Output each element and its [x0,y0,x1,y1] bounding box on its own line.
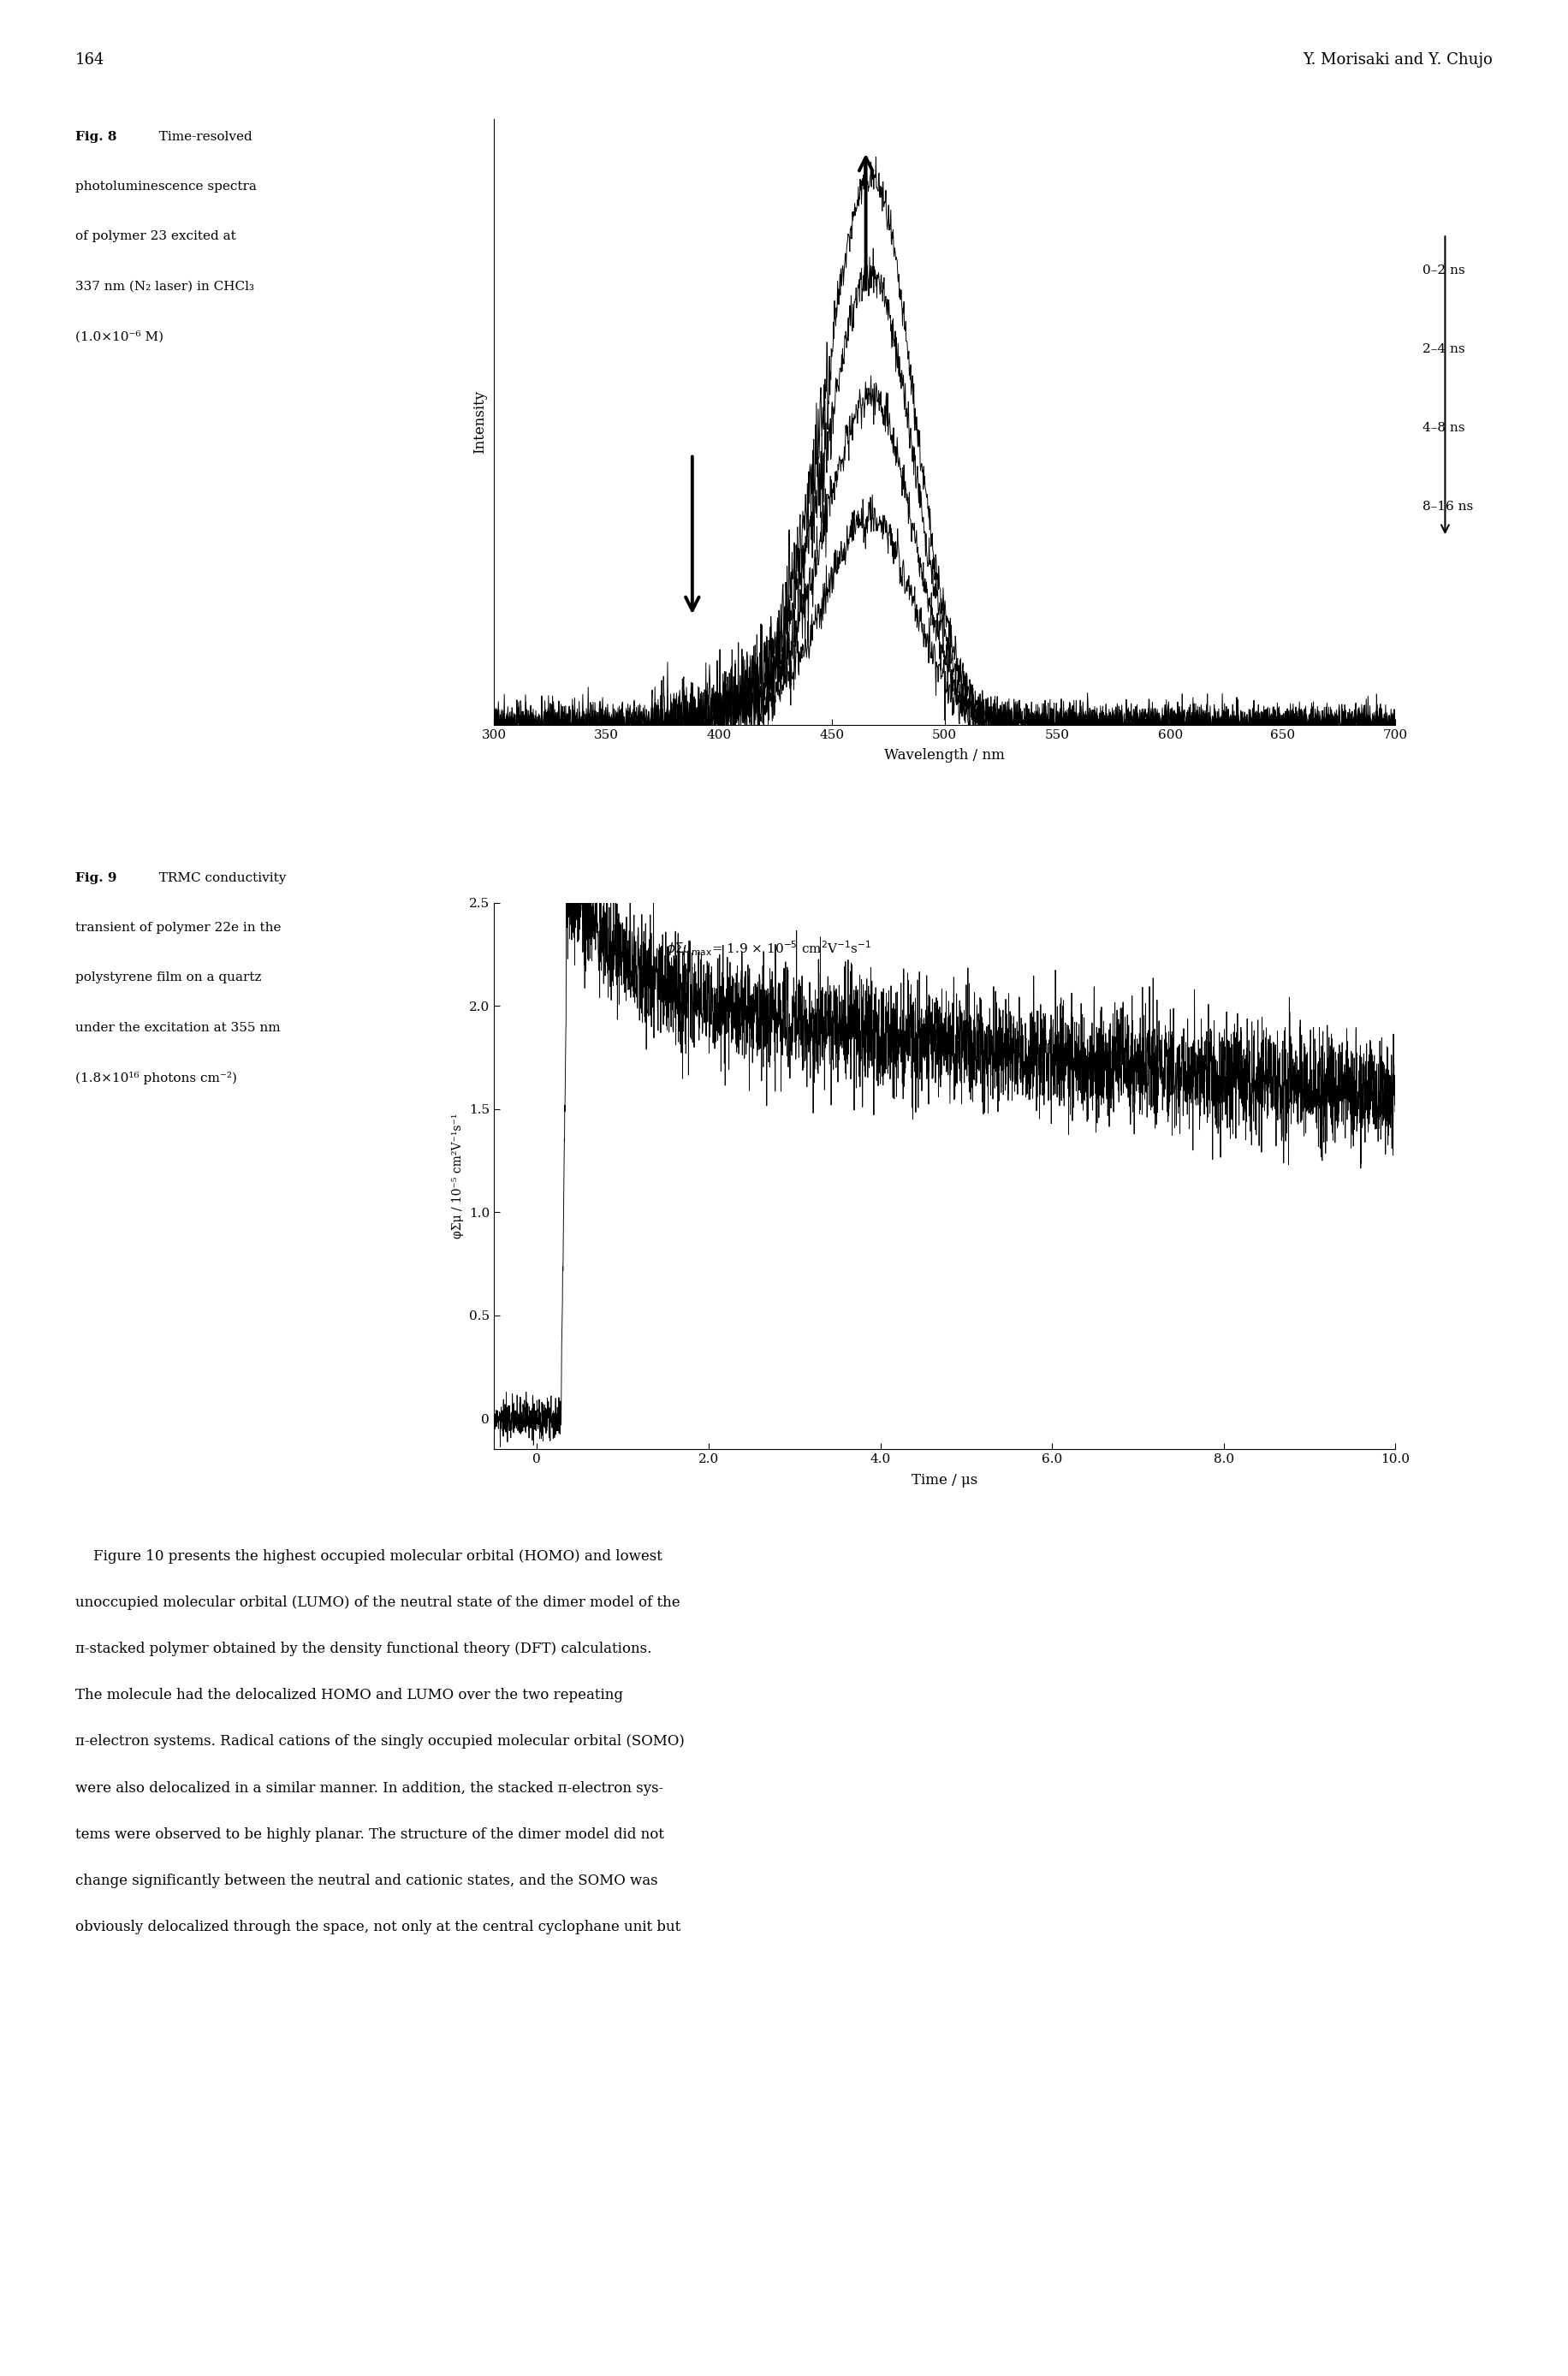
Text: unoccupied molecular orbital (LUMO) of the neutral state of the dimer model of t: unoccupied molecular orbital (LUMO) of t… [75,1597,681,1611]
Text: 337 nm (N₂ laser) in CHCl₃: 337 nm (N₂ laser) in CHCl₃ [75,280,254,292]
Text: obviously delocalized through the space, not only at the central cyclophane unit: obviously delocalized through the space,… [75,1920,681,1934]
X-axis label: Wavelength / nm: Wavelength / nm [884,748,1005,763]
Text: tems were observed to be highly planar. The structure of the dimer model did not: tems were observed to be highly planar. … [75,1827,665,1841]
Text: Fig. 9: Fig. 9 [75,872,116,884]
Text: 8–16 ns: 8–16 ns [1422,501,1474,513]
Text: Time-resolved: Time-resolved [151,131,252,143]
Text: The molecule had the delocalized HOMO and LUMO over the two repeating: The molecule had the delocalized HOMO an… [75,1687,622,1704]
Text: 4–8 ns: 4–8 ns [1422,423,1465,435]
Text: (1.0×10⁻⁶ M): (1.0×10⁻⁶ M) [75,330,163,342]
Text: of polymer 23 excited at: of polymer 23 excited at [75,230,235,242]
X-axis label: Time / μs: Time / μs [911,1473,978,1487]
Text: Figure 10 presents the highest occupied molecular orbital (HOMO) and lowest: Figure 10 presents the highest occupied … [75,1549,662,1563]
Text: under the excitation at 355 nm: under the excitation at 355 nm [75,1022,281,1034]
Text: $\phi\Sigma\mu_{\rm max}$= 1.9 × 10$^{-5}$ cm$^{2}$V$^{-1}$s$^{-1}$: $\phi\Sigma\mu_{\rm max}$= 1.9 × 10$^{-5… [666,939,872,958]
Text: change significantly between the neutral and cationic states, and the SOMO was: change significantly between the neutral… [75,1872,659,1889]
Text: Y. Morisaki and Y. Chujo: Y. Morisaki and Y. Chujo [1303,52,1493,67]
Text: (1.8×10¹⁶ photons cm⁻²): (1.8×10¹⁶ photons cm⁻²) [75,1072,237,1083]
Text: polystyrene film on a quartz: polystyrene film on a quartz [75,972,262,984]
Text: π-stacked polymer obtained by the density functional theory (DFT) calculations.: π-stacked polymer obtained by the densit… [75,1642,652,1656]
Text: transient of polymer 22e in the: transient of polymer 22e in the [75,922,281,934]
Text: were also delocalized in a similar manner. In addition, the stacked π-electron s: were also delocalized in a similar manne… [75,1782,663,1796]
Text: photoluminescence spectra: photoluminescence spectra [75,181,257,192]
Text: 164: 164 [75,52,105,67]
Text: TRMC conductivity: TRMC conductivity [151,872,285,884]
Text: 2–4 ns: 2–4 ns [1422,342,1465,354]
Text: π-electron systems. Radical cations of the singly occupied molecular orbital (SO: π-electron systems. Radical cations of t… [75,1734,685,1749]
Text: 0–2 ns: 0–2 ns [1422,264,1465,276]
Y-axis label: Intensity: Intensity [472,390,486,454]
Text: Fig. 8: Fig. 8 [75,131,116,143]
Y-axis label: φΣμ / 10⁻⁵ cm²V⁻¹s⁻¹: φΣμ / 10⁻⁵ cm²V⁻¹s⁻¹ [452,1114,464,1238]
